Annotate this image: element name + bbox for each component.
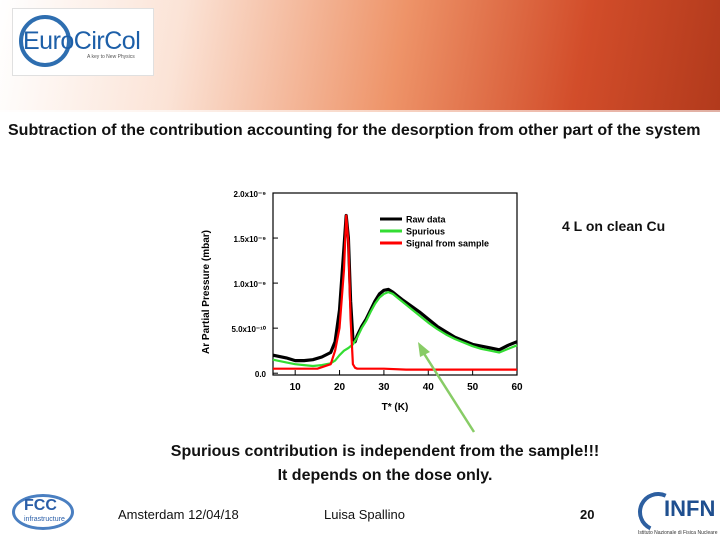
x-axis-label: T* (K) — [382, 402, 409, 413]
fcc-logo-ring-icon — [12, 494, 74, 530]
annotation-arrowhead — [418, 342, 430, 357]
y-axis-label: Ar Partial Pressure (mbar) — [201, 230, 212, 354]
logo-text: EuroCirCol — [23, 27, 141, 55]
header-divider — [0, 110, 720, 112]
x-tick-label: 50 — [467, 382, 479, 393]
legend-label: Raw data — [406, 215, 447, 225]
eurocircol-logo: EuroCirCol A key to New Physics — [12, 8, 154, 76]
logo-tagline: A key to New Physics — [87, 54, 135, 60]
infn-logo-text: INFN — [664, 496, 716, 521]
x-tick-label: 10 — [290, 382, 302, 393]
series-line-3 — [273, 214, 517, 371]
series-line-1 — [272, 213, 518, 363]
legend-label: Signal from sample — [406, 239, 489, 249]
infn-logo-sub: Istituto Nazionale di Fisica Nucleare — [638, 530, 718, 536]
y-tick-label: 1.5x10⁻⁹ — [234, 235, 267, 244]
y-tick-label: 0.0 — [255, 370, 267, 379]
fcc-logo: FCC infrastructure — [4, 490, 90, 534]
footer-author: Luisa Spallino — [324, 507, 405, 522]
x-tick-label: 40 — [423, 382, 435, 393]
chart-legend: Raw data Spurious Signal from sample — [380, 215, 489, 249]
annotation-arrow — [421, 351, 476, 433]
page-number: 20 — [580, 507, 595, 522]
dose-note: 4 L on clean Cu — [562, 218, 666, 234]
fcc-logo-text: FCC — [24, 497, 57, 514]
fcc-logo-sub: infrastructure — [24, 516, 65, 523]
x-tick-label: 60 — [511, 382, 523, 393]
series-line-2 — [272, 291, 518, 368]
conclusion-line-1: Spurious contribution is independent fro… — [170, 443, 600, 460]
y-tick-label: 1.0x10⁻⁹ — [234, 280, 267, 289]
conclusion-line-2: It depends on the dose only. — [277, 467, 493, 484]
infn-logo: INFN Istituto Nazionale di Fisica Nuclea… — [632, 486, 720, 540]
series-group — [272, 213, 518, 371]
y-tick-label: 5.0x10⁻¹⁰ — [231, 325, 266, 334]
y-tick-label: 2.0x10⁻⁹ — [234, 190, 267, 199]
conclusion-text: Spurious contribution is independent fro… — [160, 440, 610, 488]
footer-date: Amsterdam 12/04/18 — [118, 507, 239, 522]
slide-subtitle: Subtraction of the contribution accounti… — [8, 122, 701, 139]
y-axis-ticks: 0.0 5.0x10⁻¹⁰ 1.0x10⁻⁹ 1.5x10⁻⁹ 2.0x10⁻⁹ — [231, 190, 278, 379]
x-tick-label: 30 — [378, 382, 390, 393]
plot-frame — [272, 192, 518, 376]
legend-label: Spurious — [406, 227, 445, 237]
x-axis-ticks: 10 20 30 40 50 60 — [290, 370, 523, 393]
logo-ring-icon — [19, 15, 71, 67]
x-tick-label: 20 — [334, 382, 346, 393]
